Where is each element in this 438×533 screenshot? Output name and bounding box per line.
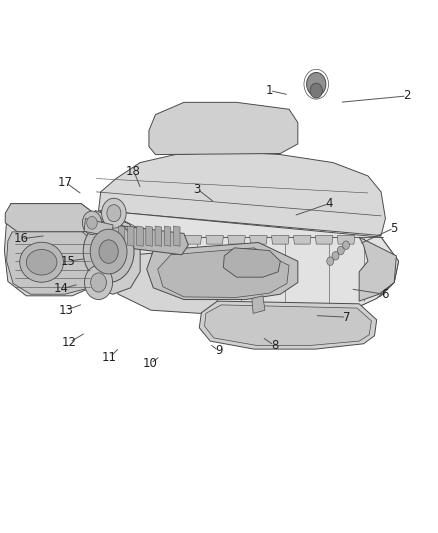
Text: 5: 5 [391, 222, 398, 235]
Polygon shape [118, 226, 125, 246]
Polygon shape [127, 226, 134, 246]
Polygon shape [272, 236, 289, 244]
Circle shape [82, 211, 102, 235]
Polygon shape [164, 226, 171, 246]
Polygon shape [149, 102, 298, 155]
Circle shape [83, 221, 134, 282]
Circle shape [343, 241, 350, 249]
Text: 7: 7 [343, 311, 351, 324]
Polygon shape [112, 225, 188, 255]
Polygon shape [84, 219, 113, 237]
Circle shape [90, 229, 127, 274]
Polygon shape [173, 226, 180, 246]
Polygon shape [137, 226, 143, 246]
Text: 13: 13 [58, 304, 73, 317]
Text: 18: 18 [126, 165, 141, 178]
Circle shape [85, 265, 113, 300]
Polygon shape [4, 204, 109, 296]
Polygon shape [110, 248, 218, 313]
Circle shape [99, 240, 118, 263]
Polygon shape [155, 226, 162, 246]
Text: 8: 8 [271, 339, 278, 352]
Circle shape [310, 83, 322, 98]
Ellipse shape [20, 242, 64, 282]
Polygon shape [147, 243, 298, 300]
Circle shape [87, 216, 97, 229]
Polygon shape [82, 211, 140, 294]
Polygon shape [359, 237, 396, 301]
Polygon shape [158, 248, 289, 297]
Text: 10: 10 [143, 357, 158, 370]
Circle shape [332, 252, 339, 260]
Polygon shape [228, 236, 245, 244]
Text: 6: 6 [381, 288, 389, 301]
Text: 12: 12 [62, 336, 77, 349]
Polygon shape [252, 296, 265, 313]
Text: 4: 4 [325, 197, 333, 210]
Polygon shape [315, 236, 333, 244]
Circle shape [337, 246, 344, 255]
Polygon shape [337, 236, 355, 244]
Polygon shape [7, 232, 96, 294]
Circle shape [307, 72, 326, 96]
Polygon shape [158, 237, 399, 312]
Polygon shape [205, 305, 371, 345]
Text: 2: 2 [403, 90, 411, 102]
Text: 14: 14 [54, 282, 69, 295]
Polygon shape [5, 204, 100, 232]
Polygon shape [184, 236, 201, 244]
Polygon shape [223, 248, 280, 277]
Polygon shape [146, 226, 152, 246]
Circle shape [327, 257, 334, 265]
Polygon shape [293, 236, 311, 244]
Polygon shape [250, 236, 267, 244]
Text: 17: 17 [57, 176, 72, 189]
Text: 11: 11 [102, 351, 117, 364]
Ellipse shape [26, 249, 57, 275]
Circle shape [91, 273, 106, 292]
Circle shape [107, 205, 121, 222]
Polygon shape [99, 152, 385, 236]
Circle shape [102, 198, 126, 228]
Text: 16: 16 [14, 232, 28, 245]
Text: 9: 9 [215, 344, 223, 357]
Polygon shape [96, 211, 399, 314]
Text: 15: 15 [60, 255, 75, 268]
Polygon shape [206, 236, 223, 244]
Polygon shape [199, 301, 377, 349]
Text: 1: 1 [265, 84, 273, 97]
Text: 3: 3 [194, 183, 201, 196]
